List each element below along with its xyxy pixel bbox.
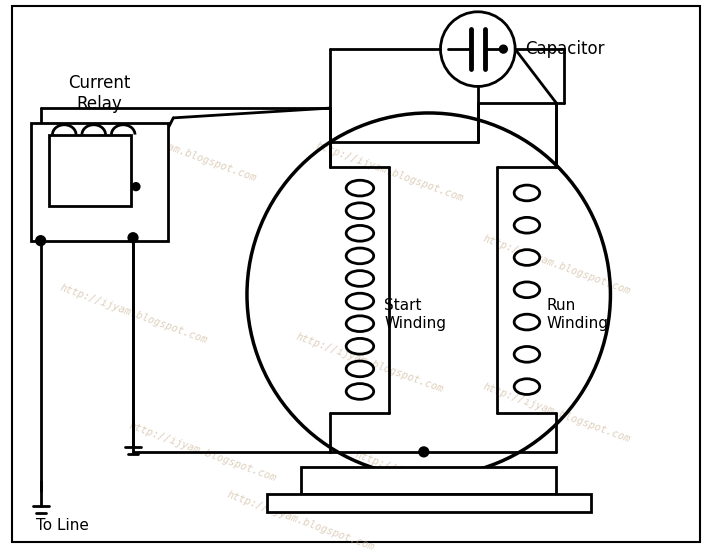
Ellipse shape <box>514 185 540 201</box>
Ellipse shape <box>514 249 540 266</box>
Text: http://ijyam.blogspot.com: http://ijyam.blogspot.com <box>128 421 278 483</box>
Ellipse shape <box>514 347 540 362</box>
Bar <box>301 466 556 494</box>
Ellipse shape <box>347 293 374 309</box>
Text: http://ijyam.blogspot.com: http://ijyam.blogspot.com <box>314 141 465 203</box>
Ellipse shape <box>514 314 540 330</box>
Ellipse shape <box>347 225 374 241</box>
Ellipse shape <box>514 218 540 233</box>
Ellipse shape <box>347 383 374 400</box>
Text: http://ijyam.blogspot.com: http://ijyam.blogspot.com <box>59 283 209 346</box>
Text: http://ijyam.blogspot.com: http://ijyam.blogspot.com <box>481 381 632 444</box>
Text: http://ijyam.blogspot.com: http://ijyam.blogspot.com <box>226 489 376 552</box>
Text: Run
Winding: Run Winding <box>547 298 609 330</box>
Text: Current
Relay: Current Relay <box>68 74 130 113</box>
Text: Capacitor: Capacitor <box>525 40 605 58</box>
Text: http://ijyam.blogspot.com: http://ijyam.blogspot.com <box>108 121 258 184</box>
Text: Start
Winding: Start Winding <box>384 298 446 330</box>
Ellipse shape <box>347 316 374 331</box>
Ellipse shape <box>347 271 374 286</box>
Bar <box>48 134 131 206</box>
Circle shape <box>128 233 138 243</box>
Ellipse shape <box>347 180 374 196</box>
Text: To Line: To Line <box>36 518 88 533</box>
Bar <box>31 123 168 240</box>
Ellipse shape <box>514 379 540 395</box>
Text: http://ijyam.blogspot.com: http://ijyam.blogspot.com <box>481 234 632 297</box>
Ellipse shape <box>514 282 540 297</box>
Ellipse shape <box>347 248 374 264</box>
Circle shape <box>499 45 507 53</box>
Bar <box>267 494 591 512</box>
Ellipse shape <box>347 203 374 219</box>
Circle shape <box>36 236 46 246</box>
Ellipse shape <box>347 338 374 354</box>
Text: http://ijyam.blogspot.com: http://ijyam.blogspot.com <box>294 332 445 395</box>
Circle shape <box>132 182 140 191</box>
Text: http://ijyam.blogspot.com: http://ijyam.blogspot.com <box>354 450 504 513</box>
Circle shape <box>419 447 429 457</box>
Ellipse shape <box>347 361 374 377</box>
